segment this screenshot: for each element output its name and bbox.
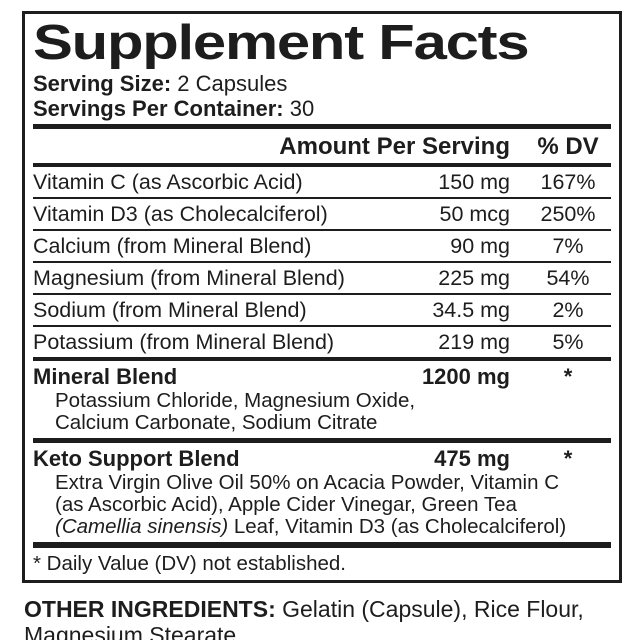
blend-ingredients-line: Extra Virgin Olive Oil 50% on Acacia Pow… xyxy=(55,471,560,494)
amount-per-serving-header: Amount Per Serving xyxy=(279,133,510,160)
blend-ingredients-line: (as Ascorbic Acid), Apple Cider Vinegar,… xyxy=(55,493,517,516)
nutrient-name: Sodium (from Mineral Blend) xyxy=(33,298,307,322)
blend-ingredients-line: Potassium Chloride, Magnesium Oxide, xyxy=(55,389,416,412)
table-header-row: Amount Per Serving % DV xyxy=(33,129,611,163)
nutrient-dv: 2% xyxy=(552,298,584,322)
blend-amount: 1200 mg xyxy=(421,364,510,389)
divider-above-keto-blend xyxy=(33,438,611,443)
nutrient-name: Magnesium (from Mineral Blend) xyxy=(33,266,345,290)
keto-support-blend-row: Keto Support Blend 475 mg * xyxy=(33,443,611,472)
nutrient-dv: 250% xyxy=(540,202,596,226)
nutrient-row-vitamin-c: Vitamin C (as Ascorbic Acid) 150 mg 167% xyxy=(33,167,611,199)
nutrient-row-vitamin-d3: Vitamin D3 (as Cholecalciferol) 50 mcg 2… xyxy=(33,199,611,231)
supplement-facts-panel: Supplement Facts Serving Size: 2 Capsule… xyxy=(22,11,622,583)
blend-dv: * xyxy=(563,446,573,471)
blend-dv: * xyxy=(563,364,573,389)
blend-ingredients-line-rest: Leaf, Vitamin D3 (as Cholecalciferol) xyxy=(228,515,567,538)
nutrient-row-potassium: Potassium (from Mineral Blend) 219 mg 5% xyxy=(33,327,611,357)
nutrient-dv: 167% xyxy=(540,170,596,194)
divider-thick-top xyxy=(33,124,611,129)
servings-per-container-value: 30 xyxy=(283,96,315,121)
nutrient-amount: 34.5 mg xyxy=(432,298,510,322)
nutrient-dv: 7% xyxy=(552,234,584,258)
nutrient-dv: 5% xyxy=(552,330,584,354)
nutrient-row-sodium: Sodium (from Mineral Blend) 34.5 mg 2% xyxy=(33,295,611,327)
serving-size-label: Serving Size: xyxy=(33,71,172,96)
nutrient-row-calcium: Calcium (from Mineral Blend) 90 mg 7% xyxy=(33,231,611,263)
other-ingredients-value: Gelatin (Capsule), Rice Flour, Magnesium… xyxy=(24,596,584,640)
panel-title: Supplement Facts xyxy=(33,16,530,70)
mineral-blend-row: Mineral Blend 1200 mg * xyxy=(33,361,611,390)
blend-name: Keto Support Blend xyxy=(33,446,240,471)
blend-name: Mineral Blend xyxy=(33,364,178,389)
nutrient-name: Vitamin D3 (as Cholecalciferol) xyxy=(33,202,328,226)
nutrient-name: Calcium (from Mineral Blend) xyxy=(33,234,312,258)
nutrient-name: Vitamin C (as Ascorbic Acid) xyxy=(33,170,303,194)
divider-below-header xyxy=(33,163,611,167)
mineral-blend-ingredients: Potassium Chloride, Magnesium Oxide, Cal… xyxy=(33,390,611,434)
divider-above-footnote xyxy=(33,542,611,548)
blend-amount: 475 mg xyxy=(434,446,510,471)
nutrient-row-magnesium: Magnesium (from Mineral Blend) 225 mg 54… xyxy=(33,263,611,295)
servings-per-container-label: Servings Per Container: xyxy=(33,96,284,121)
nutrient-amount: 150 mg xyxy=(438,170,510,194)
nutrient-amount: 50 mcg xyxy=(439,202,510,226)
divider-above-mineral-blend xyxy=(33,357,611,361)
keto-blend-ingredients: Extra Virgin Olive Oil 50% on Acacia Pow… xyxy=(33,472,611,538)
botanical-name: (Camellia sinensis) xyxy=(55,515,229,538)
blend-ingredients-line: Calcium Carbonate, Sodium Citrate xyxy=(55,411,378,434)
daily-value-footnote: * Daily Value (DV) not established. xyxy=(33,552,346,575)
other-ingredients-label: OTHER INGREDIENTS: xyxy=(24,596,276,622)
nutrient-name: Potassium (from Mineral Blend) xyxy=(33,330,335,354)
nutrient-amount: 90 mg xyxy=(450,234,510,258)
serving-size-line: Serving Size: 2 Capsules xyxy=(33,71,611,96)
other-ingredients: OTHER INGREDIENTS: Gelatin (Capsule), Ri… xyxy=(24,596,622,640)
percent-dv-header: % DV xyxy=(537,133,599,160)
nutrient-amount: 219 mg xyxy=(438,330,510,354)
nutrient-dv: 54% xyxy=(546,266,590,290)
nutrient-amount: 225 mg xyxy=(438,266,510,290)
servings-per-container-line: Servings Per Container: 30 xyxy=(33,96,611,121)
blend-ingredients-line: (Camellia sinensis) Leaf, Vitamin D3 (as… xyxy=(33,516,611,538)
serving-size-value: 2 Capsules xyxy=(171,71,288,96)
